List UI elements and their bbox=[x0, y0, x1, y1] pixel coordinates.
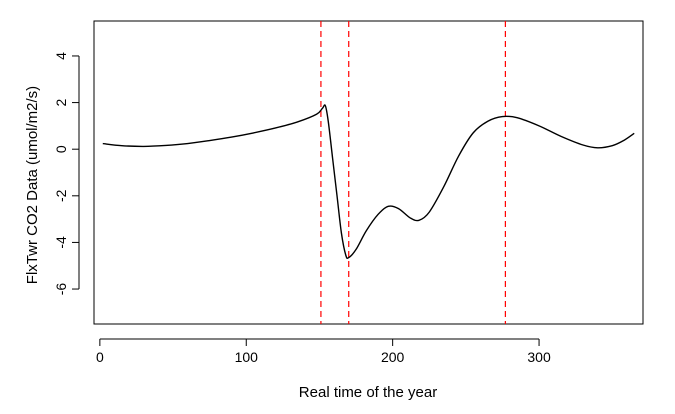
y-tick-label: 4 bbox=[53, 52, 69, 60]
x-tick-label: 300 bbox=[527, 349, 551, 365]
y-tick-label: -6 bbox=[53, 283, 69, 296]
y-tick-label: -4 bbox=[53, 236, 69, 249]
y-axis-label: FlxTwr CO2 Data (umol/m2/s) bbox=[24, 86, 41, 284]
x-tick-label: 200 bbox=[381, 349, 405, 365]
x-axis-label: Real time of the year bbox=[299, 384, 437, 401]
reference-lines bbox=[320, 21, 506, 324]
plot-frame bbox=[93, 20, 644, 325]
axes: 0 100 200 300 -6 -4 -2 0 2 4 bbox=[53, 20, 644, 365]
y-tick-label: 0 bbox=[53, 145, 69, 153]
series-group bbox=[102, 104, 635, 260]
y-tick-label: 2 bbox=[53, 98, 69, 106]
x-tick-label: 100 bbox=[235, 349, 259, 365]
y-tick-label: -2 bbox=[53, 189, 69, 202]
x-tick-label: 0 bbox=[96, 349, 104, 365]
series-line bbox=[102, 104, 635, 260]
